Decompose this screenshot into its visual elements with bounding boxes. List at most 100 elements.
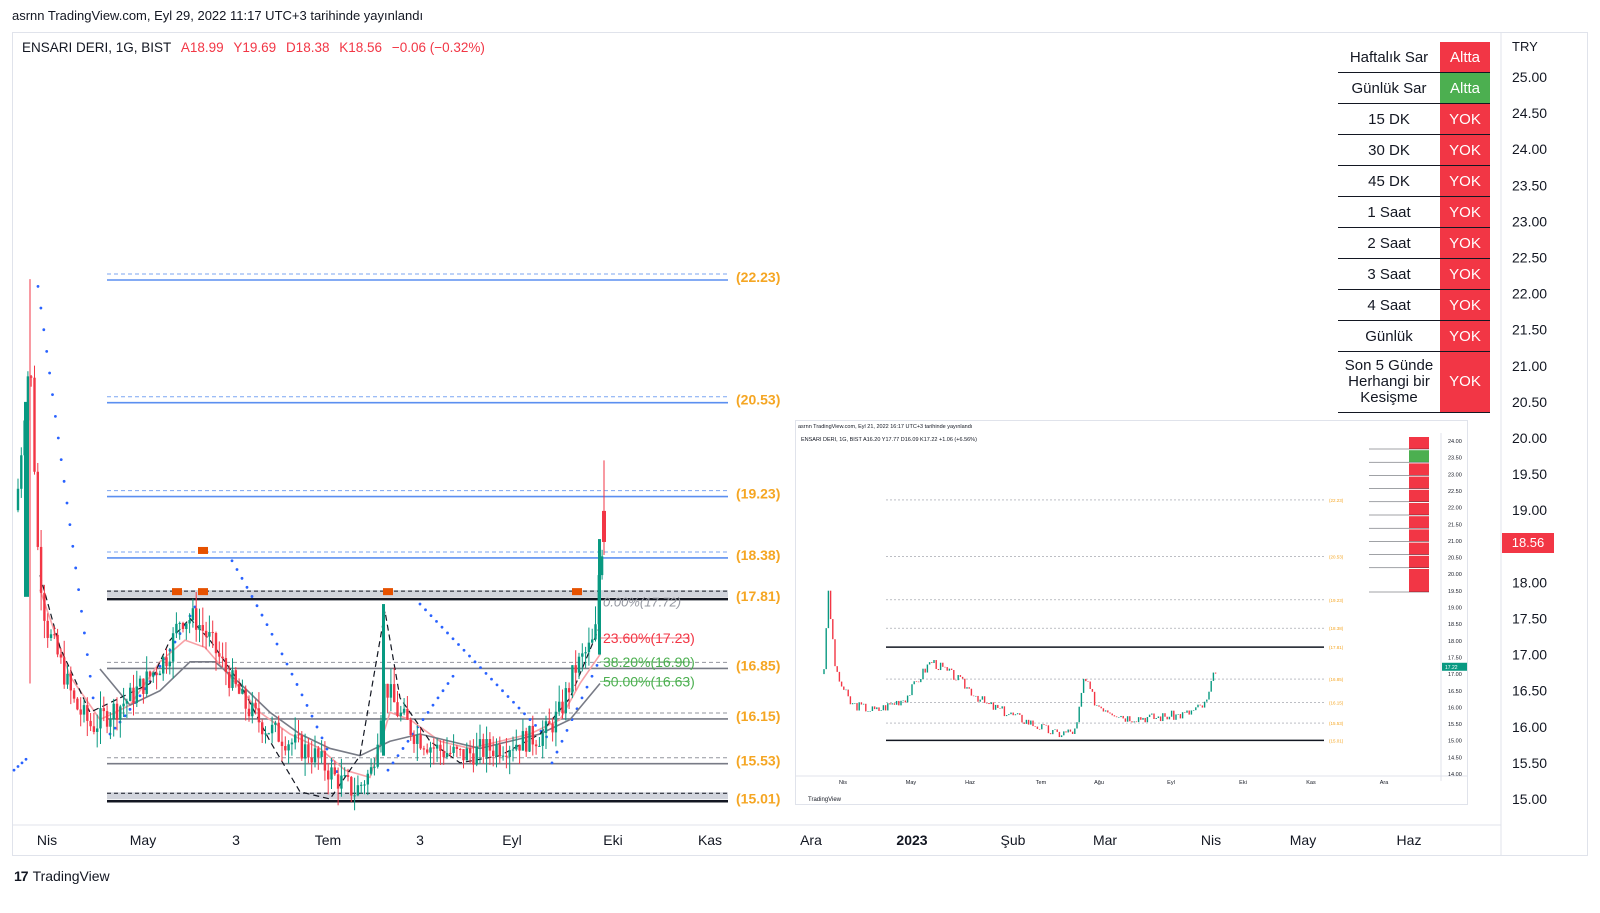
inset-level-label: (22.23) — [1329, 498, 1344, 503]
sar-row-label: Günlük Sar — [1338, 72, 1440, 104]
sar-row: 15 DK YOK — [1338, 103, 1490, 135]
inset-candle — [983, 696, 986, 703]
inset-candle — [922, 668, 924, 679]
inset-candle — [1080, 692, 1083, 707]
inset-candle — [887, 703, 889, 711]
inset-price-tick: 20.00 — [1448, 572, 1462, 578]
sar-row-value: Altta — [1440, 42, 1490, 73]
inset-candle — [1148, 714, 1151, 718]
inset-candle — [939, 662, 942, 671]
inset-candle — [1102, 708, 1105, 712]
inset-candle — [1197, 704, 1199, 708]
inset-candle — [1005, 715, 1008, 717]
inset-price-tick: 19.00 — [1448, 606, 1462, 612]
legend-symbol[interactable]: ENSARI DERI, 1G, BIST — [22, 40, 172, 55]
inset-candle — [988, 703, 990, 705]
inset-price-tag-bg — [1442, 662, 1467, 671]
inset-candle — [1135, 721, 1138, 723]
sar-row: Günlük YOK — [1338, 320, 1490, 352]
sar-row-label: Haftalık Sar — [1338, 42, 1440, 73]
inset-sar-cell — [1409, 569, 1429, 592]
inset-candle — [948, 668, 951, 671]
inset-sar-cell — [1409, 450, 1429, 463]
legend-high: Y19.69 — [233, 40, 277, 55]
inset-candle — [970, 688, 973, 696]
inset-candle — [1201, 705, 1204, 708]
inset-candle — [1056, 729, 1058, 732]
inset-candle — [1078, 706, 1080, 723]
sar-row: 45 DK YOK — [1338, 165, 1490, 197]
inset-candle — [1014, 714, 1017, 716]
published-header: asrnn TradingView.com, Eyl 29, 2022 11:1… — [12, 8, 424, 23]
inset-candle — [981, 696, 984, 700]
inset-sar-cell — [1409, 463, 1429, 476]
inset-screenshot: asrnn TradingView.com, Eyl 21, 2022 16:1… — [795, 420, 1468, 805]
inset-candle — [1153, 713, 1155, 720]
inset-level-label: (19.23) — [1329, 598, 1344, 603]
inset-candle — [836, 666, 838, 672]
inset-candle — [1003, 706, 1006, 717]
inset-candle — [968, 687, 970, 689]
inset-candle — [1019, 713, 1021, 715]
inset-candle — [999, 707, 1001, 709]
inset-price-tick: 21.00 — [1448, 539, 1462, 545]
inset-candle — [904, 700, 907, 703]
inset-price-tick: 17.50 — [1448, 655, 1462, 661]
inset-candle — [1052, 730, 1054, 735]
sar-row: 2 Saat YOK — [1338, 227, 1490, 259]
inset-candle — [994, 704, 997, 710]
inset-candle — [1179, 714, 1182, 719]
inset-legend: ENSARI DERI, 1G, BIST A16.20 Y17.77 D16.… — [801, 437, 977, 443]
tradingview-brand[interactable]: 17 TradingView — [14, 868, 110, 884]
inset-candle — [937, 668, 940, 671]
inset-level-label: (16.85) — [1329, 677, 1344, 682]
inset-candle — [1025, 719, 1028, 724]
sar-row-label: Günlük — [1338, 320, 1440, 352]
inset-candle — [906, 695, 909, 703]
inset-candle — [1045, 724, 1047, 726]
inset-candle — [1184, 712, 1186, 713]
inset-time-tick: May — [906, 780, 917, 786]
inset-time-tick: Kas — [1306, 780, 1316, 786]
sar-row-value: YOK — [1440, 134, 1490, 166]
inset-candle — [1107, 710, 1109, 713]
inset-candle — [975, 695, 977, 697]
inset-candle — [935, 660, 937, 669]
inset-candle — [1032, 720, 1034, 727]
inset-candle — [1122, 715, 1124, 719]
inset-candle — [1043, 724, 1045, 725]
inset-brand: TradingView — [808, 797, 842, 803]
inset-candle — [862, 703, 865, 705]
inset-candle — [1074, 728, 1076, 734]
sar-row: Haftalık Sar Altta — [1338, 42, 1490, 73]
inset-candle — [1199, 704, 1201, 706]
inset-candle — [1177, 714, 1179, 715]
inset-candle — [1096, 705, 1098, 706]
brand-name: TradingView — [32, 868, 110, 884]
inset-candle — [1038, 728, 1041, 730]
inset-candle — [838, 671, 841, 682]
inset-candle — [1151, 713, 1153, 715]
inset-candle — [1203, 701, 1206, 708]
inset-candle — [926, 664, 929, 673]
inset-candle — [1109, 712, 1111, 714]
inset-price-tick: 20.50 — [1448, 556, 1462, 562]
inset-level-label: (18.38) — [1329, 626, 1344, 631]
sar-row-value: YOK — [1440, 289, 1490, 321]
inset-candle — [869, 710, 871, 712]
inset-sar-cell — [1409, 489, 1429, 502]
inset-candle — [992, 702, 995, 710]
sar-row: 4 Saat YOK — [1338, 289, 1490, 321]
inset-candle — [845, 689, 847, 691]
inset-candle — [1111, 713, 1113, 716]
inset-candle — [1164, 713, 1166, 717]
inset-candle — [909, 695, 911, 696]
inset-candle — [1085, 678, 1087, 682]
inset-candle — [957, 675, 959, 681]
inset-candle — [1188, 710, 1190, 715]
inset-price-tick: 16.00 — [1448, 705, 1462, 711]
inset-candle — [829, 590, 832, 620]
inset-candle — [884, 705, 887, 711]
inset-candle — [1131, 721, 1133, 723]
inset-time-tick: Ara — [1380, 780, 1390, 786]
